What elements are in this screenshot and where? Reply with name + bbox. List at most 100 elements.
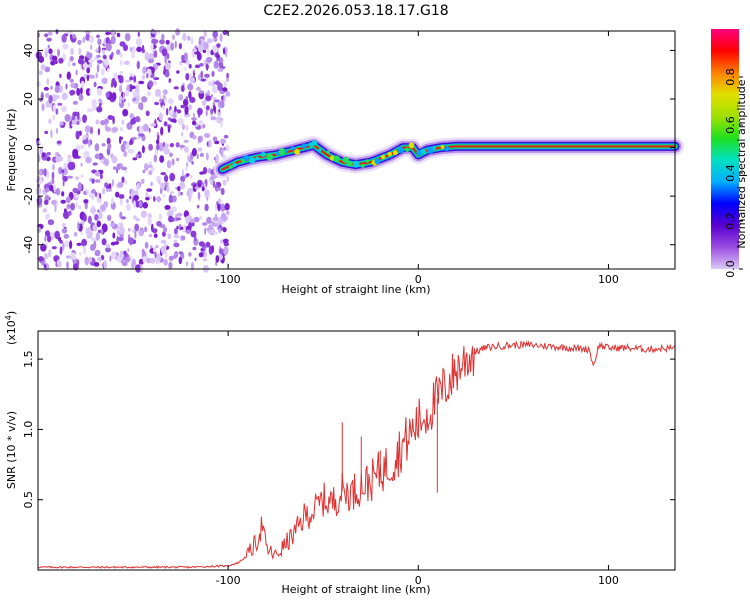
noise-blob xyxy=(118,95,122,104)
noise-blob xyxy=(86,52,93,59)
noise-blob xyxy=(42,208,48,213)
snr-frame xyxy=(37,330,676,571)
noise-blob xyxy=(132,97,137,103)
ridge-blob xyxy=(387,151,392,157)
noise-blob xyxy=(199,63,204,67)
noise-blob xyxy=(168,261,173,270)
noise-blob xyxy=(163,259,168,266)
snr-y-tick-label: 1.5 xyxy=(22,350,35,368)
noise-blob xyxy=(80,162,83,167)
noise-blob xyxy=(62,175,68,182)
noise-blob xyxy=(205,76,208,82)
noise-blob xyxy=(98,102,102,107)
noise-blob xyxy=(66,175,74,179)
noise-blob xyxy=(90,237,95,241)
noise-blob xyxy=(163,121,168,127)
noise-blob xyxy=(51,171,55,180)
noise-blob xyxy=(191,120,197,126)
noise-blob xyxy=(38,169,42,176)
noise-blob xyxy=(146,68,152,75)
noise-blob xyxy=(110,82,114,88)
noise-blob xyxy=(209,38,215,42)
noise-blob xyxy=(220,138,227,144)
noise-blob xyxy=(198,39,202,46)
noise-blob xyxy=(194,186,200,190)
noise-blob xyxy=(197,44,204,53)
noise-blob xyxy=(112,166,117,170)
snr-y-tick-label: 0.5 xyxy=(22,491,35,509)
noise-blob xyxy=(112,232,116,239)
ridge-blobs xyxy=(229,140,450,169)
noise-blob xyxy=(121,261,128,267)
noise-blob xyxy=(98,45,101,54)
noise-blob xyxy=(59,121,64,126)
noise-blob xyxy=(39,146,43,155)
noise-blob xyxy=(131,136,137,140)
noise-blob xyxy=(192,135,197,140)
noise-blob xyxy=(188,193,192,202)
noise-blob xyxy=(176,225,179,230)
noise-blob xyxy=(47,44,50,49)
noise-blob xyxy=(120,222,123,229)
noise-blob xyxy=(48,118,52,124)
noise-blob xyxy=(140,178,145,184)
noise-blob xyxy=(105,243,110,249)
noise-blob xyxy=(133,195,140,201)
noise-blob xyxy=(220,212,227,221)
noise-blob xyxy=(212,79,215,88)
noise-blob xyxy=(64,114,71,122)
noise-blob xyxy=(80,174,84,178)
noise-blob xyxy=(181,54,185,62)
noise-blob xyxy=(194,64,201,69)
noise-blob xyxy=(165,39,170,45)
noise-blob xyxy=(97,209,100,213)
noise-blob xyxy=(57,48,60,57)
noise-blob xyxy=(225,144,230,151)
noise-blob xyxy=(173,228,178,235)
noise-blob xyxy=(204,73,210,78)
noise-blob xyxy=(218,248,224,255)
noise-blob xyxy=(100,204,106,212)
noise-blob xyxy=(142,202,149,209)
noise-blob xyxy=(69,240,73,250)
noise-blob xyxy=(98,98,102,103)
noise-blob xyxy=(150,167,155,172)
noise-blob xyxy=(67,161,75,171)
noise-blob xyxy=(141,145,145,154)
noise-blob xyxy=(78,47,82,56)
noise-blob xyxy=(160,182,165,190)
noise-blob xyxy=(208,229,214,235)
snr-marks xyxy=(37,340,676,569)
noise-blob xyxy=(132,90,137,97)
noise-blob xyxy=(111,155,118,164)
noise-blob xyxy=(98,210,103,220)
colorbar-gradient xyxy=(711,29,739,269)
noise-blob xyxy=(216,116,222,124)
noise-blob xyxy=(184,106,189,115)
noise-blob xyxy=(127,148,135,154)
noise-blob xyxy=(65,196,71,204)
noise-blob xyxy=(175,217,182,221)
noise-blob xyxy=(153,246,157,253)
noise-blob xyxy=(223,246,229,256)
ridge-blob xyxy=(393,150,398,156)
noise-blob xyxy=(127,228,131,232)
noise-blob xyxy=(175,142,180,148)
ridge-blob xyxy=(232,162,237,168)
noise-blob xyxy=(83,213,87,222)
noise-blob xyxy=(146,91,151,97)
noise-blob xyxy=(105,31,111,36)
noise-blob xyxy=(95,191,98,198)
spectrogram-axes: -100 0 100 -40 -20 0 20 40 xyxy=(22,31,675,286)
noise-blob xyxy=(188,91,192,100)
ridge-blob xyxy=(342,156,349,163)
noise-blob xyxy=(80,144,85,149)
noise-blob xyxy=(59,85,63,94)
noise-blob xyxy=(101,143,106,147)
ridge-blob xyxy=(255,156,259,160)
noise-blob xyxy=(96,63,100,73)
noise-blob xyxy=(185,72,190,81)
noise-blob xyxy=(172,195,177,203)
noise-blob xyxy=(44,230,51,237)
noise-region xyxy=(35,28,231,273)
